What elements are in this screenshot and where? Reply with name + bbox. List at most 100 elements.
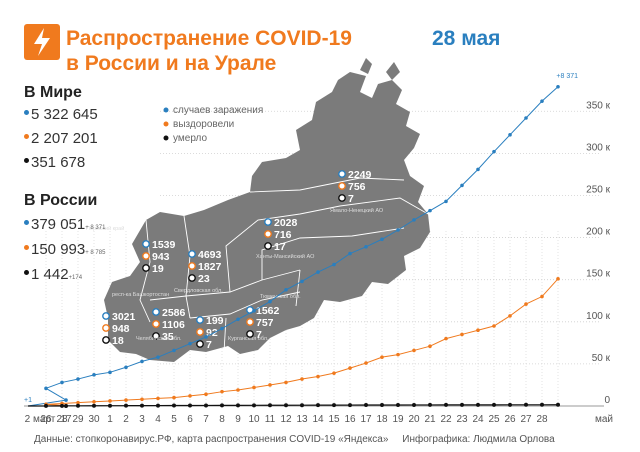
region-dot-icon [338,170,346,178]
recovered-line-point [108,399,112,403]
russia-deaths-value: 1 442 [31,266,69,283]
deaths-line-point [268,403,272,408]
deaths-line-point [508,402,512,407]
region-value: 23 [198,273,210,285]
x-tick-label: 15 [328,414,340,425]
russia-cases-value: 379 051 [31,216,86,233]
map-island [386,62,400,80]
deaths-line-point [380,402,384,407]
region-dot-icon [338,194,346,202]
region-value: 7 [348,193,354,205]
cases-line-point [268,299,272,304]
region-dot-icon [264,230,272,238]
region-value: 948 [112,323,130,335]
cases-line-point [332,262,336,267]
region-dot-icon [196,340,204,348]
deaths-line-point [540,402,544,407]
orange-dot-icon [24,244,29,250]
deaths-line-point [220,403,224,408]
region-name: Ямало-Ненецкий АО [330,207,384,214]
x-tick-label: 5 [171,414,177,425]
x-tick-label: 17 [60,414,72,425]
region-name: Пермский край [86,225,124,232]
cases-line-point [364,245,368,249]
cases-line-point [156,355,160,359]
region-border [295,269,301,307]
region-dot-icon [142,252,150,260]
cases-line-point [524,116,528,120]
region-dot-icon [188,262,196,270]
world-recovered: 2 207 201 [24,130,98,147]
recovered-line-point [316,374,320,379]
cases-line-point [508,133,512,137]
deaths-line-point [364,403,368,408]
recovered-line-point [492,324,496,328]
deaths-line-point [64,404,68,408]
x-tick-label: 27 [520,414,532,425]
x-tick-label: 29 [72,414,84,425]
cases-line-point [476,167,480,172]
russia-cases-delta: + 8 371 [85,225,106,231]
y-tick-label: 100 к [586,311,610,322]
x-tick-label: 25 [488,414,500,425]
recovered-line-point [332,371,336,375]
cases-line-point [300,279,304,284]
x-tick-label: 6 [187,414,193,425]
region-value: 2586 [162,307,186,319]
recovered-line-point [140,397,144,402]
region-dot-icon [152,332,160,340]
region-value: 1106 [162,319,185,331]
recovered-line-point [92,399,96,404]
region-value: 1562 [256,305,280,317]
x-tick-label: 17 [360,414,372,425]
deaths-line-point [92,403,96,408]
region-dot-icon [142,240,150,248]
recovered-line-point [156,396,160,401]
deaths-line-point [108,403,112,408]
cases-line-point [188,341,192,346]
black-dot-icon [24,157,29,163]
region-value: 2249 [348,169,372,181]
x-tick-label: 16 [344,414,356,425]
region-border [249,177,405,193]
cases-line-point [124,365,128,370]
region-value: 1827 [198,261,222,273]
cases-line-point [348,251,352,256]
deaths-line-point [156,403,160,408]
x-tick-label: 1 [107,414,113,425]
y-tick-label: 150 к [586,269,610,280]
region-dot-icon [246,318,254,326]
cases-line-point [412,218,416,222]
x-tick-label: 11 [265,414,276,425]
recovered-line-point [172,395,176,400]
region-border [261,227,405,280]
cases-line-point [108,370,112,375]
region-value: 19 [152,263,164,275]
deaths-line-point [556,402,560,407]
region-value: 92 [206,327,218,339]
cases-line-point [172,348,176,353]
recovered-line-point [556,277,560,281]
region-value: 716 [274,229,292,241]
region-border [225,197,429,293]
x-tick-label: 23 [456,414,468,425]
recovered-line-point [476,328,480,333]
region-value: 18 [112,335,124,347]
region-border [223,317,227,353]
title-date: 28 мая [432,27,501,50]
map-silhouette [104,72,430,362]
region-name: Ханты-Мансийский АО [256,253,315,260]
world-cases: 5 322 645 [24,106,98,123]
x-tick-label: 19 [392,414,404,425]
recovered-line-point [220,389,224,394]
recovered-line-point [204,392,208,397]
region-value: 4693 [198,249,222,261]
russia-cases: 379 051+ 8 371 [24,216,105,233]
recovered-line-point [460,332,464,337]
